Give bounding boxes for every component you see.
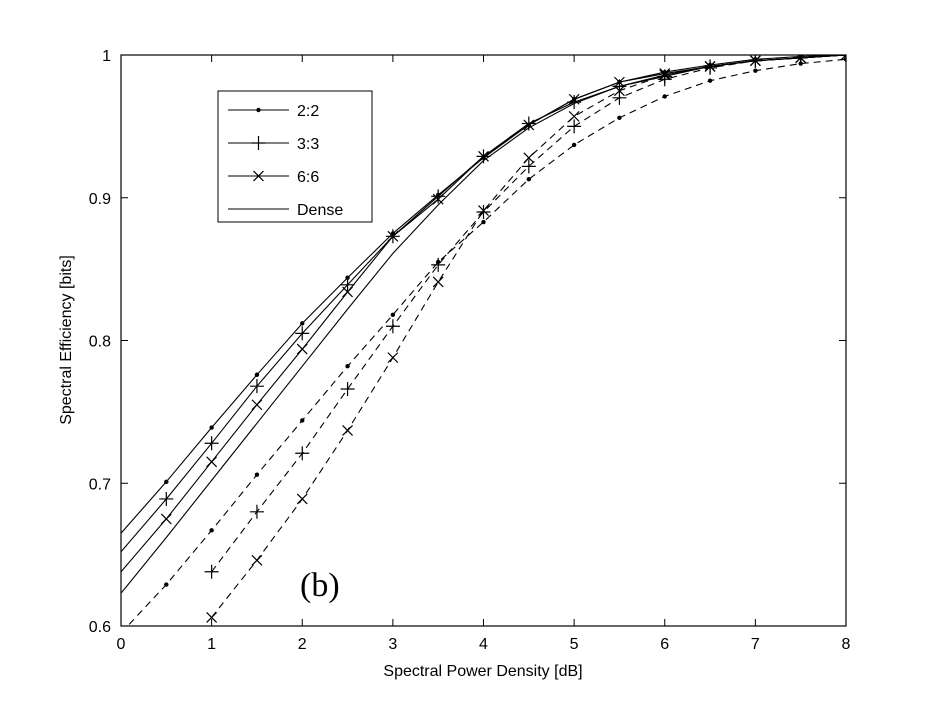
legend-marker <box>256 107 261 113</box>
data-point <box>523 119 535 131</box>
x-axis-title: Spectral Power Density [dB] <box>383 663 582 680</box>
data-point <box>387 230 399 242</box>
legend-label: 3:3 <box>297 136 319 153</box>
data-point <box>431 257 446 272</box>
data-point <box>476 205 491 220</box>
x-tick-label: 4 <box>479 636 488 653</box>
legend-label: 6:6 <box>297 169 319 186</box>
data-point <box>707 78 713 83</box>
data-point <box>206 456 218 468</box>
y-axis-title: Spectral Efficiency [bits] <box>58 255 75 425</box>
data-point <box>209 425 214 430</box>
y-tick-label: 0.9 <box>89 191 111 208</box>
data-point <box>206 612 218 623</box>
legend-marker <box>253 170 264 182</box>
y-tick-label: 0.7 <box>89 476 111 493</box>
x-tick-label: 6 <box>660 636 669 653</box>
x-tick-label: 3 <box>388 636 397 653</box>
data-point <box>164 479 169 485</box>
data-point <box>296 343 308 355</box>
legend-box <box>217 90 373 223</box>
data-point <box>662 94 667 99</box>
series-line <box>126 58 846 626</box>
data-point <box>431 189 446 204</box>
x-tick-label: 1 <box>207 636 216 653</box>
data-point <box>164 582 169 587</box>
legend-marker <box>251 136 266 150</box>
legend-entry: Dense <box>228 202 343 219</box>
data-point <box>659 69 671 81</box>
data-point <box>249 379 264 394</box>
x-tick-label: 8 <box>842 636 851 653</box>
legend-entry: 6:6 <box>228 169 319 186</box>
series-line <box>211 55 846 618</box>
x-tick-label: 2 <box>298 636 307 653</box>
data-point <box>521 159 536 174</box>
y-tick-label: 0.8 <box>89 334 111 351</box>
data-point <box>432 193 444 205</box>
data-point <box>160 513 172 525</box>
data-point <box>295 446 310 461</box>
data-point <box>614 85 625 97</box>
data-point <box>204 436 219 451</box>
data-point <box>568 110 580 122</box>
data-point <box>254 472 260 477</box>
legend-entry: 2:2 <box>228 103 319 120</box>
data-point <box>345 363 350 369</box>
legend-entry: 3:3 <box>228 136 319 153</box>
data-point <box>567 119 582 134</box>
ticks-layer: 0 1 2 3 4 5 6 7 8 0.6 0.7 0.8 0.9 1 <box>89 48 851 653</box>
data-point <box>385 319 400 334</box>
data-point <box>295 326 310 341</box>
data-point <box>432 276 444 288</box>
series-6-dashed-x <box>206 55 846 623</box>
data-point <box>617 115 622 121</box>
y-tick-label: 0.6 <box>89 619 111 636</box>
data-point <box>251 554 263 566</box>
data-point <box>387 352 399 364</box>
data-point <box>840 55 846 61</box>
data-point <box>478 205 489 217</box>
data-point <box>478 150 489 162</box>
data-point <box>481 219 486 225</box>
data-point <box>795 55 807 64</box>
data-point <box>340 382 355 397</box>
panel-label: (b) <box>300 567 340 604</box>
data-point <box>390 312 396 318</box>
data-point <box>300 321 305 326</box>
data-point <box>159 491 174 506</box>
x-tick-label: 7 <box>751 636 760 653</box>
data-point <box>340 277 355 292</box>
x-tick-label: 0 <box>117 636 126 653</box>
data-point <box>753 68 758 73</box>
x-tick-label: 5 <box>570 636 579 653</box>
data-point <box>296 493 308 505</box>
y-tick-label: 1 <box>102 48 111 65</box>
data-point <box>342 425 353 436</box>
legend-label: 2:2 <box>297 103 319 120</box>
data-point <box>612 90 627 105</box>
data-point <box>254 372 260 377</box>
data-point <box>209 528 214 533</box>
data-point <box>204 564 219 579</box>
data-point <box>704 60 716 72</box>
data-point <box>300 418 305 423</box>
data-point <box>342 286 353 298</box>
data-point <box>249 504 264 519</box>
legend-label: Dense <box>297 202 343 219</box>
legend: 2:2 3:3 6:6 Dense <box>217 90 373 223</box>
data-point <box>526 176 532 182</box>
data-point <box>523 152 535 164</box>
data-point <box>251 399 263 411</box>
data-point <box>571 142 577 148</box>
data-point <box>345 275 350 280</box>
